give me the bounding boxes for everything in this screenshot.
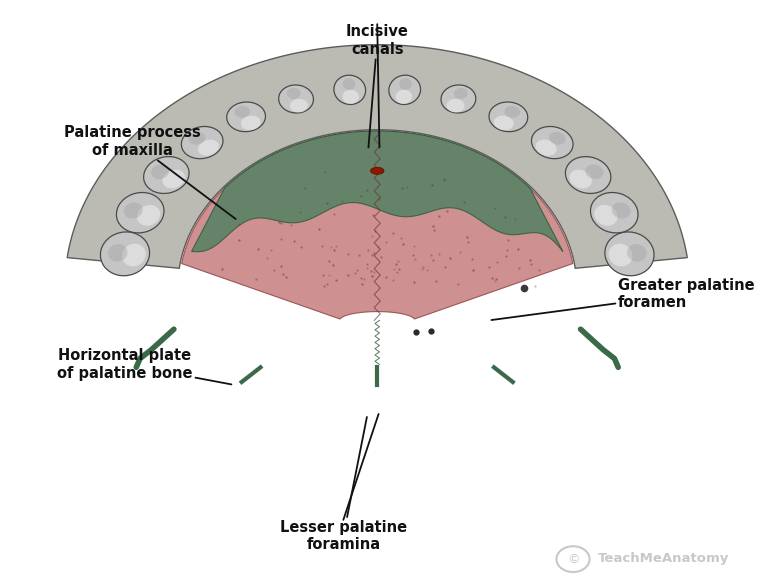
Ellipse shape	[569, 169, 592, 188]
Ellipse shape	[549, 132, 565, 145]
Polygon shape	[192, 131, 563, 252]
Ellipse shape	[235, 106, 250, 118]
Ellipse shape	[144, 156, 189, 193]
Ellipse shape	[287, 88, 300, 99]
Ellipse shape	[504, 106, 520, 118]
Text: Horizontal plate
of palatine bone: Horizontal plate of palatine bone	[57, 348, 231, 385]
Polygon shape	[67, 45, 687, 268]
Ellipse shape	[122, 243, 145, 266]
Ellipse shape	[137, 205, 160, 226]
Ellipse shape	[334, 75, 366, 105]
Ellipse shape	[441, 85, 475, 113]
Ellipse shape	[117, 192, 164, 233]
Ellipse shape	[241, 116, 260, 130]
Ellipse shape	[594, 205, 618, 226]
Ellipse shape	[100, 232, 149, 276]
Ellipse shape	[627, 244, 647, 262]
Ellipse shape	[371, 168, 384, 174]
Ellipse shape	[532, 126, 573, 159]
Text: Lesser palatine
foramina: Lesser palatine foramina	[280, 417, 407, 552]
Ellipse shape	[590, 192, 638, 233]
Ellipse shape	[188, 132, 206, 145]
Text: Greater palatine
foramen: Greater palatine foramen	[491, 278, 755, 320]
Ellipse shape	[536, 139, 557, 156]
Ellipse shape	[489, 102, 528, 132]
Polygon shape	[181, 131, 573, 319]
Ellipse shape	[604, 232, 654, 276]
Ellipse shape	[608, 243, 633, 266]
Ellipse shape	[163, 169, 185, 188]
Ellipse shape	[198, 139, 219, 156]
Ellipse shape	[343, 78, 355, 90]
Ellipse shape	[108, 244, 127, 262]
Ellipse shape	[399, 78, 412, 90]
Ellipse shape	[389, 75, 421, 105]
Ellipse shape	[454, 88, 468, 99]
Ellipse shape	[227, 102, 265, 132]
Ellipse shape	[290, 99, 308, 112]
Ellipse shape	[447, 99, 465, 112]
Ellipse shape	[181, 126, 223, 159]
Ellipse shape	[565, 156, 611, 193]
Ellipse shape	[585, 164, 604, 179]
Text: TeachMeAnatomy: TeachMeAnatomy	[598, 552, 730, 565]
Ellipse shape	[494, 116, 514, 130]
Ellipse shape	[151, 164, 169, 179]
Ellipse shape	[612, 202, 631, 219]
Text: Palatine process
of maxilla: Palatine process of maxilla	[64, 125, 235, 219]
Text: Incisive
canals: Incisive canals	[346, 24, 409, 148]
Ellipse shape	[396, 90, 412, 104]
Ellipse shape	[278, 85, 314, 113]
Text: ©: ©	[567, 553, 579, 566]
Ellipse shape	[343, 90, 359, 104]
Ellipse shape	[124, 202, 143, 219]
